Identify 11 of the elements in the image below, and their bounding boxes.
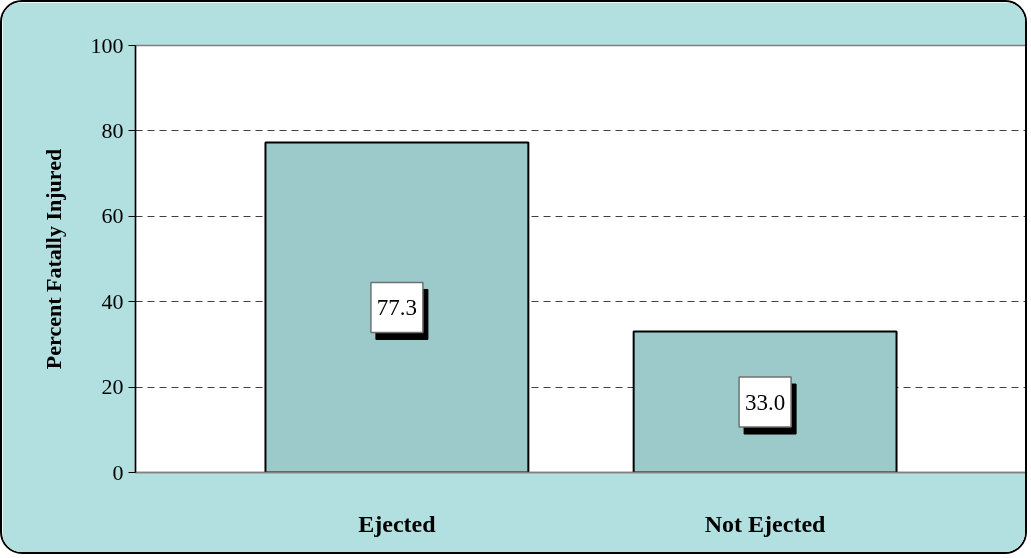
data-label: 33.0 — [744, 389, 786, 415]
data-label: 77.3 — [376, 294, 418, 320]
y-axis-title: Percent Fatally Injured — [40, 148, 66, 370]
x-tick-label: Not Ejected — [704, 510, 827, 537]
y-tick-label: 100 — [90, 32, 124, 58]
y-tick-label: 20 — [101, 374, 124, 400]
y-tick-label: 40 — [101, 288, 124, 314]
y-tick-label: 0 — [112, 459, 124, 485]
x-tick-label: Ejected — [358, 510, 437, 537]
y-tick-label: 60 — [101, 203, 124, 229]
y-tick-label: 80 — [101, 117, 124, 143]
